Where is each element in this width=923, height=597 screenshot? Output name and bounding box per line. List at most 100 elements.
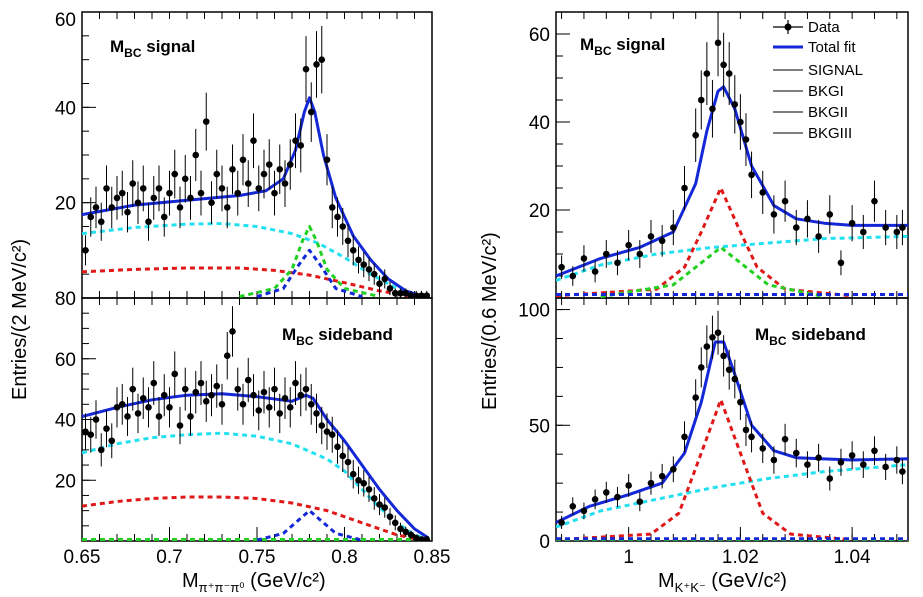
data-point	[748, 421, 755, 453]
data-point	[286, 387, 294, 428]
y-tick-label: 20	[529, 201, 550, 222]
title-omega-signal: MBC signal	[110, 37, 195, 60]
data-point	[292, 113, 299, 169]
data-point	[139, 377, 147, 420]
data-point	[731, 75, 739, 134]
data-point	[670, 456, 677, 483]
curve-green	[600, 245, 825, 298]
curve-red	[82, 495, 415, 541]
data-point	[703, 325, 711, 368]
data-point	[92, 400, 100, 439]
data-point	[376, 494, 383, 516]
data-point	[569, 497, 577, 516]
data-point	[748, 151, 755, 199]
curve-blue	[256, 248, 363, 298]
data-point	[160, 374, 168, 417]
svg-text:BKGI: BKGI	[808, 83, 844, 100]
data-point	[391, 288, 399, 298]
data-point	[313, 393, 320, 434]
data-point	[580, 502, 588, 520]
data-point	[697, 347, 705, 388]
data-point	[139, 165, 147, 212]
data-point	[355, 246, 362, 274]
data-point	[213, 149, 221, 199]
data-point	[893, 446, 901, 474]
data-point	[297, 118, 305, 173]
data-point	[155, 397, 163, 436]
data-point	[181, 367, 189, 411]
data-point	[265, 139, 273, 190]
data-point	[412, 534, 420, 541]
y-tick-label: 80	[55, 289, 76, 310]
data-point	[692, 379, 699, 416]
data-point	[360, 252, 368, 278]
data-point	[187, 176, 194, 220]
curve-cyan	[556, 463, 908, 529]
data-point	[202, 92, 210, 151]
curve-red	[556, 186, 853, 298]
data-point	[614, 486, 621, 508]
data-point	[647, 471, 655, 495]
legend-bkgii: BKGII	[773, 104, 848, 121]
data-point	[97, 202, 105, 241]
data-point	[397, 288, 404, 298]
data-point	[229, 306, 236, 357]
data-point	[318, 25, 326, 94]
title-omega-sideband: MBC sideband	[282, 325, 393, 348]
data-point	[97, 433, 105, 467]
x-tick-label: 0.7	[156, 547, 182, 568]
data-point	[658, 463, 666, 489]
data-point	[334, 429, 341, 464]
curve-cyan	[556, 234, 908, 282]
data-point	[602, 481, 610, 504]
y-tick-label: 40	[55, 98, 76, 119]
data-point	[720, 335, 727, 377]
data-point	[223, 186, 231, 229]
data-point	[313, 31, 320, 98]
data-point	[709, 315, 716, 360]
y-axis-label-right: Entries/(0.6 MeV/c²)	[479, 232, 501, 410]
data-point	[725, 42, 733, 106]
data-point	[155, 165, 163, 212]
data-point	[703, 42, 711, 106]
data-point	[166, 170, 173, 216]
data-point	[826, 195, 834, 234]
data-point	[781, 423, 789, 455]
data-point	[848, 205, 856, 242]
data-point	[92, 186, 100, 229]
data-point	[344, 224, 352, 258]
data-point	[150, 361, 158, 405]
data-point	[166, 387, 173, 428]
data-point	[129, 367, 137, 411]
data-point	[871, 436, 878, 466]
data-point	[882, 453, 889, 481]
title-phi-sideband: MBC sideband	[755, 325, 866, 348]
data-point	[647, 219, 655, 253]
x-tick-label: 0.75	[239, 547, 276, 568]
data-point	[423, 536, 431, 541]
data-point	[871, 180, 878, 222]
chart-phi-signal: 20 40 60	[529, 11, 908, 299]
data-point	[218, 165, 226, 212]
data-point	[386, 281, 394, 296]
data-point	[250, 374, 257, 417]
data-point	[145, 202, 152, 241]
data-point	[418, 290, 425, 298]
legend-total-fit: Total fit	[773, 39, 856, 56]
data-point	[391, 515, 399, 531]
svg-text:BKGIII: BKGIII	[808, 125, 852, 142]
data-point	[770, 446, 778, 474]
data-point	[208, 374, 215, 417]
data-point	[614, 250, 621, 276]
data-point	[407, 290, 415, 298]
data-point	[307, 82, 315, 142]
y-tick-label: 0	[539, 532, 550, 553]
data-point	[365, 476, 373, 502]
data-point	[770, 195, 778, 234]
data-point	[837, 448, 845, 476]
data-point	[271, 170, 278, 216]
data-point	[815, 443, 822, 472]
data-point	[848, 441, 856, 470]
data-point	[176, 406, 184, 445]
